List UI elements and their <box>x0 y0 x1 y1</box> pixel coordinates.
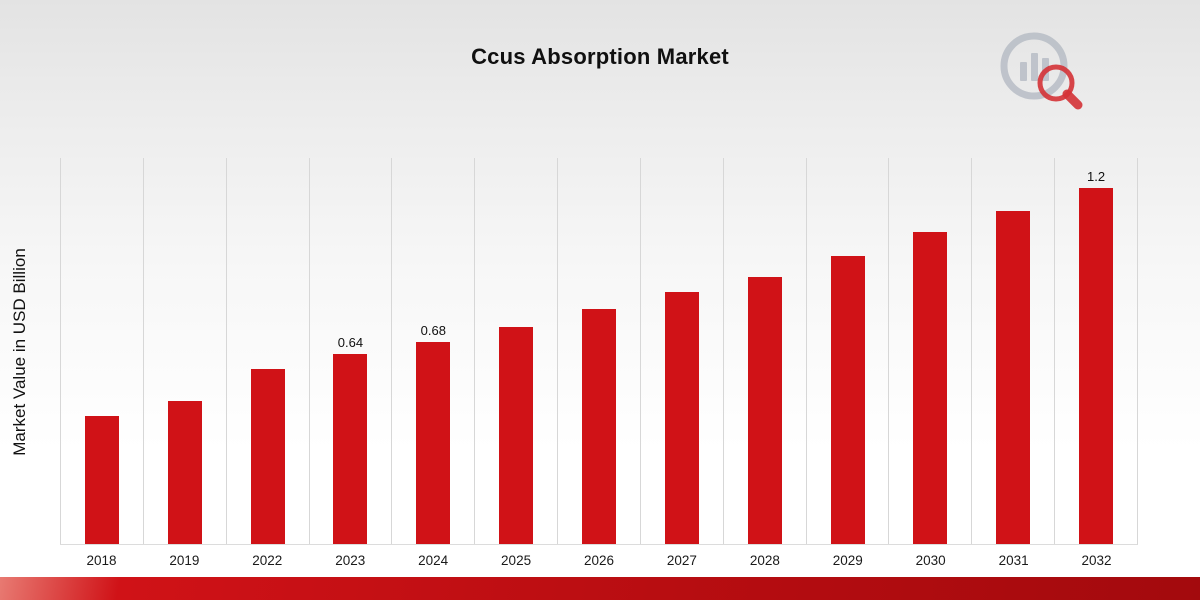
bar-value-label: 0.64 <box>337 334 364 350</box>
x-axis-tick-label: 2029 <box>832 553 863 568</box>
bar-slot <box>60 158 143 544</box>
y-axis-label: Market Value in USD Billion <box>10 248 29 456</box>
bar-value-label: 1.2 <box>1087 168 1106 184</box>
plot-area: 0.64 0.68 1.2 <box>60 158 1138 545</box>
bar-slot <box>805 158 889 544</box>
bar-slot <box>888 158 971 544</box>
bar-slot <box>722 158 806 544</box>
chart-title: Ccus Absorption Market <box>471 44 729 69</box>
brand-logo <box>992 26 1088 118</box>
bar <box>581 309 616 544</box>
x-axis-tick-label: 2023 <box>335 553 366 568</box>
x-axis-tick-label: 2018 <box>86 553 117 568</box>
bar <box>250 368 285 544</box>
bar <box>499 327 534 544</box>
bar-slot: 0.64 <box>308 158 392 544</box>
x-axis-tick-label: 2019 <box>169 553 200 568</box>
x-axis-tick-label: 2031 <box>998 553 1029 568</box>
bar-slot: 1.2 <box>1054 158 1137 544</box>
bar-slot <box>971 158 1054 544</box>
bar <box>664 291 699 544</box>
bar <box>747 276 782 544</box>
x-axis-tick-label: 2026 <box>583 553 615 568</box>
bar-slot <box>474 158 557 544</box>
bar <box>830 256 865 544</box>
bar-slot <box>142 158 226 544</box>
analytics-magnifier-icon <box>1000 32 1083 110</box>
x-axis-tick-label: 2028 <box>749 553 780 568</box>
bar <box>996 211 1031 544</box>
x-axis-tick-label: 2025 <box>501 553 532 568</box>
bar <box>167 401 202 544</box>
x-axis-tick-label: 2032 <box>1081 553 1112 568</box>
x-axis-labels: 2018 2019 2022 2023 2024 2025 2026 2027 2028 2029… <box>60 553 1138 568</box>
bar-slot <box>225 158 309 544</box>
x-axis-tick-label: 2030 <box>915 553 946 568</box>
x-axis-tick-label: 2024 <box>418 553 449 568</box>
bar-slot <box>557 158 640 544</box>
footer-band <box>0 577 1200 600</box>
x-axis-tick-label: 2022 <box>252 553 283 568</box>
bar-value-label: 0.68 <box>420 323 446 339</box>
x-axis-tick-label: 2027 <box>666 553 697 568</box>
bar-chart: 0.64 0.68 1.2 2018 2019 2022 2023 2024 2025 2026… <box>60 158 1138 568</box>
bar-slot: 0.68 <box>391 158 474 544</box>
bar <box>913 232 948 544</box>
bar <box>333 353 368 544</box>
bar <box>416 342 451 544</box>
bar-slot <box>639 158 723 544</box>
bar <box>1079 187 1114 544</box>
bar <box>84 416 119 544</box>
